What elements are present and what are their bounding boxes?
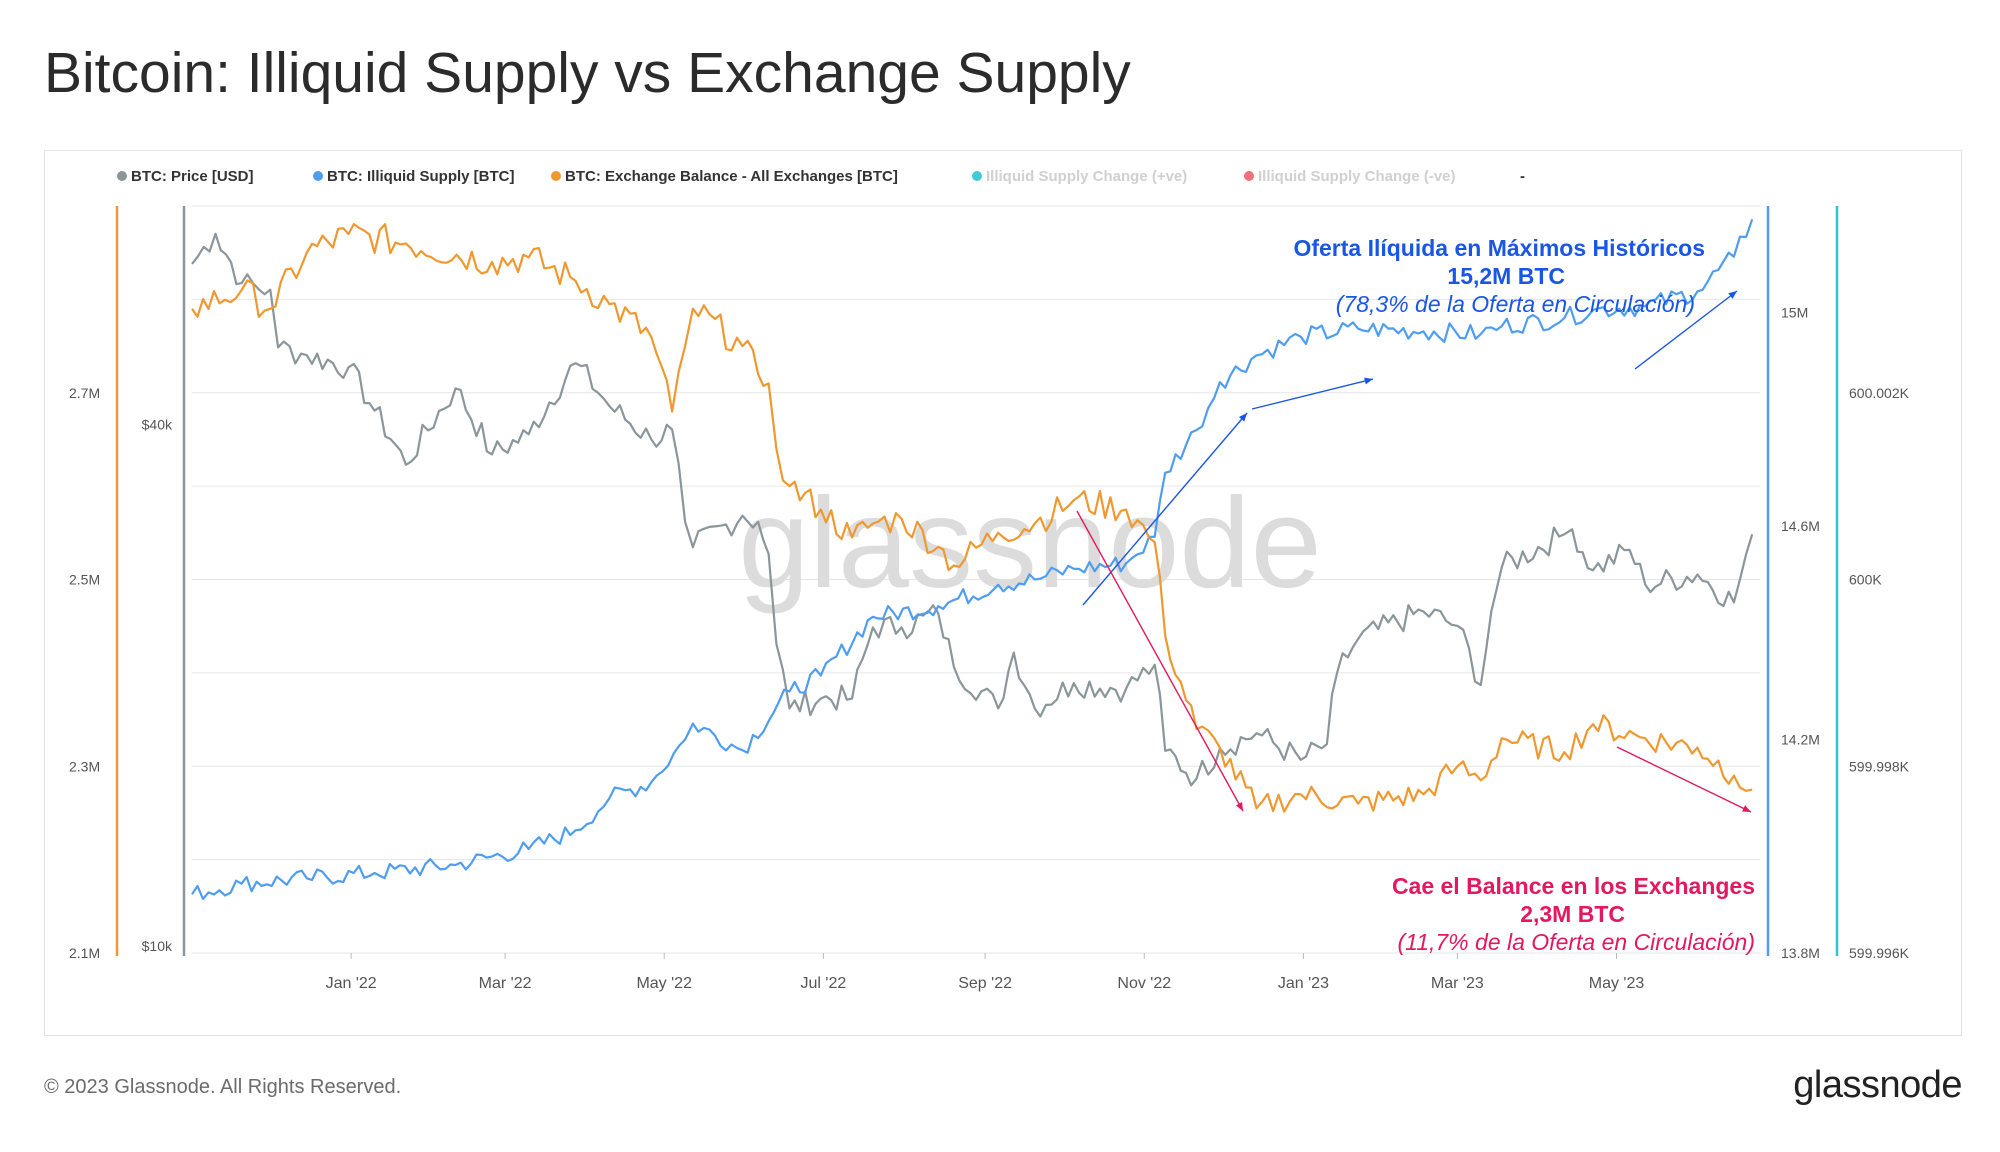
series-line-price <box>191 232 1754 787</box>
legend-marker <box>551 171 561 181</box>
exchange-balance-tick-label: 2.1M <box>69 945 100 961</box>
arrow-exchange-1-head <box>1235 802 1243 811</box>
legend-label: BTC: Exchange Balance - All Exchanges [B… <box>565 168 898 185</box>
supply-change-tick-label: 600.002K <box>1849 385 1910 401</box>
legend-label: - <box>1520 168 1525 185</box>
price-tick-label: $40k <box>142 417 173 433</box>
arrow-illiquid-2 <box>1251 378 1374 410</box>
legend-item[interactable]: Illiquid Supply Change (-ve) <box>1244 168 1456 185</box>
x-tick-label: Jan '22 <box>326 975 377 992</box>
legend-marker <box>117 171 127 181</box>
supply-change-tick-label: 600K <box>1849 572 1882 588</box>
arrow-illiquid-1 <box>1082 412 1248 606</box>
chart-card: glassnode 2.7M 2.5M 2.3M 2.1M $40k $10k 15M 14.… <box>44 150 1962 1036</box>
arrow-illiquid-1-head <box>1238 413 1247 422</box>
annotation-exchange-value: 2,3M BTC <box>1520 901 1625 927</box>
annotation-illiquid-value: 15,2M BTC <box>1447 263 1565 289</box>
arrow-exchange-2 <box>1616 746 1752 813</box>
watermark: glassnode <box>738 472 1322 615</box>
x-tick-label: May '22 <box>636 975 692 992</box>
legend-item[interactable]: BTC: Price [USD] <box>117 168 254 185</box>
arrow-illiquid-2-head <box>1364 377 1373 385</box>
legend-item[interactable]: BTC: Exchange Balance - All Exchanges [B… <box>551 168 898 185</box>
exchange-balance-tick-label: 2.5M <box>69 572 100 588</box>
footer-copyright: © 2023 Glassnode. All Rights Reserved. <box>44 1076 402 1098</box>
x-tick-label: Jan '23 <box>1278 975 1329 992</box>
x-tick-label: Mar '23 <box>1431 975 1484 992</box>
price-tick-label: $10k <box>142 938 173 954</box>
arrow-illiquid-3 <box>1634 290 1738 370</box>
legend-item[interactable]: Illiquid Supply Change (+ve) <box>972 168 1187 185</box>
annotations: Oferta Ilíquida en Máximos Históricos15,… <box>1293 235 1755 955</box>
x-tick-label: Nov '22 <box>1117 975 1171 992</box>
series-layer <box>191 218 1754 901</box>
x-tick-label: May '23 <box>1589 975 1645 992</box>
supply-change-tick-label: 599.996K <box>1849 945 1910 961</box>
annotation-exchange-note: (11,7% de la Oferta en Circulación) <box>1397 929 1755 955</box>
exchange-balance-tick-label: 2.3M <box>69 758 100 774</box>
arrow-illiquid-3-head <box>1728 291 1737 299</box>
x-tick-label: Sep '22 <box>958 975 1012 992</box>
annotation-illiquid-note: (78,3% de la Oferta en Circulación) <box>1336 291 1695 317</box>
illiquid-supply-tick-label: 14.6M <box>1781 518 1820 534</box>
chart-svg: glassnode 2.7M 2.5M 2.3M 2.1M $40k $10k 15M 14.… <box>69 168 1910 992</box>
series-line-illiquid-supply <box>191 218 1754 901</box>
legend-item[interactable]: BTC: Illiquid Supply [BTC] <box>313 168 514 185</box>
x-tick-label: Jul '22 <box>800 975 846 992</box>
arrow-exchange-1 <box>1076 510 1244 812</box>
page-title: Bitcoin: Illiquid Supply vs Exchange Sup… <box>44 41 1131 105</box>
supply-change-tick-label: 599.998K <box>1849 758 1910 774</box>
legend-label: BTC: Illiquid Supply [BTC] <box>327 168 514 185</box>
series-line-exchange-balance <box>191 222 1753 813</box>
legend-label: Illiquid Supply Change (+ve) <box>986 168 1187 185</box>
annotation-illiquid-title: Oferta Ilíquida en Máximos Históricos <box>1293 235 1705 261</box>
x-tick-label: Mar '22 <box>479 975 532 992</box>
legend-label: BTC: Price [USD] <box>131 168 254 185</box>
legend-label: Illiquid Supply Change (-ve) <box>1258 168 1456 185</box>
illiquid-supply-tick-label: 14.2M <box>1781 732 1820 748</box>
annotation-arrows <box>1076 290 1752 813</box>
legend[interactable]: BTC: Price [USD] BTC: Illiquid Supply [BT… <box>117 168 1525 185</box>
legend-item[interactable]: - <box>1520 168 1525 185</box>
annotation-exchange-title: Cae el Balance en los Exchanges <box>1392 873 1755 899</box>
illiquid-supply-tick-label: 13.8M <box>1781 945 1820 961</box>
legend-marker <box>1244 171 1254 181</box>
exchange-balance-tick-label: 2.7M <box>69 385 100 401</box>
axes: 2.7M 2.5M 2.3M 2.1M $40k $10k 15M 14.6M 14.2M 13.… <box>69 206 1910 992</box>
arrow-exchange-2-head <box>1742 805 1751 812</box>
legend-marker <box>313 171 323 181</box>
illiquid-supply-tick-label: 15M <box>1781 305 1808 321</box>
legend-marker <box>972 171 982 181</box>
glassnode-logo: glassnode <box>1793 1064 1962 1106</box>
